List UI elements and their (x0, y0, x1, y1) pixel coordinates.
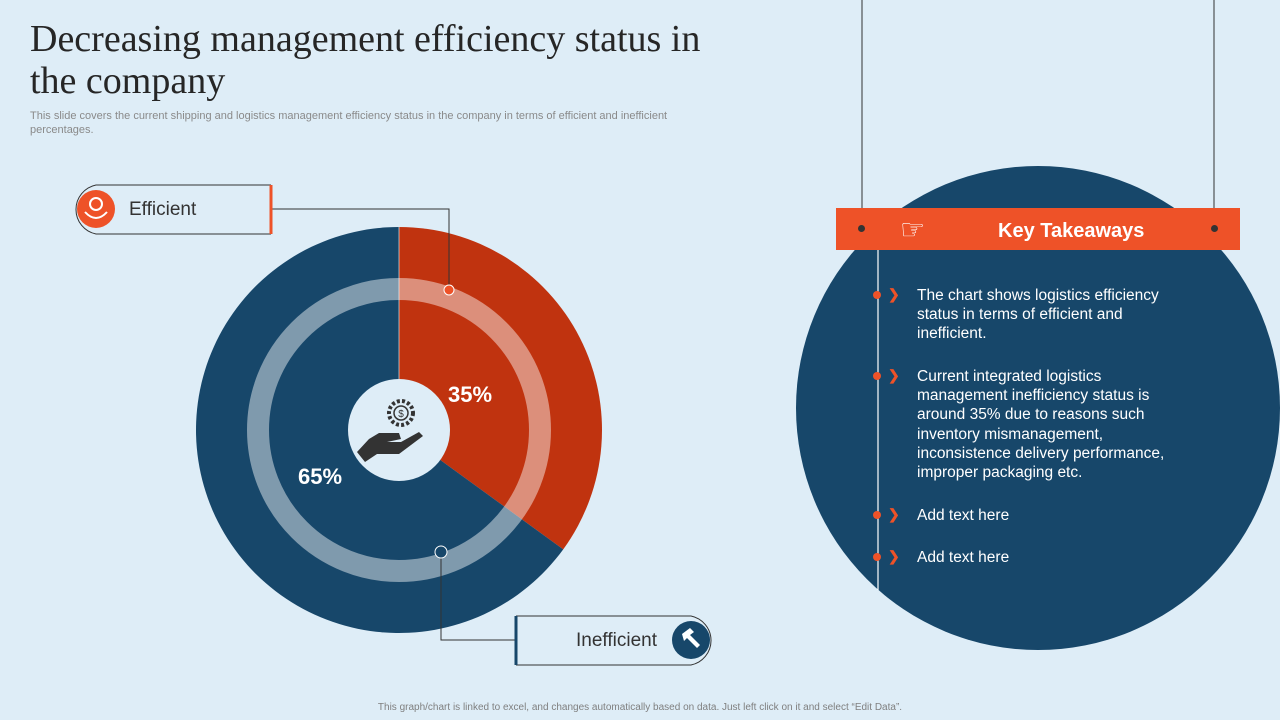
legend-inefficient-box (516, 615, 712, 666)
key-takeaways-heading: Key Takeaways (998, 220, 1145, 242)
efficient-connector (272, 208, 450, 290)
legend-label-efficient: Efficient (129, 199, 197, 220)
key-takeaways-banner: ☞ (836, 208, 1240, 250)
takeaway-item: Current integrated logistics management … (917, 368, 1165, 482)
data-label-inefficient: 65% (298, 464, 343, 489)
footer-note: This graph/chart is linked to excel, and… (377, 702, 903, 713)
chevron-icon: ❯ (888, 506, 900, 522)
bullet-dot (873, 291, 881, 299)
chevron-icon: ❯ (888, 548, 900, 564)
chevron-icon: ❯ (888, 367, 900, 383)
bullet-dot (873, 553, 881, 561)
takeaway-item: Add text here (917, 549, 1010, 566)
page-title: Decreasing management efficiency status … (30, 18, 701, 102)
takeaway-item: Add text here (917, 507, 1010, 524)
inefficient-marker (434, 545, 448, 559)
takeaway-item: The chart shows logistics efficiency sta… (917, 287, 1159, 343)
chevron-icon: ❯ (888, 286, 900, 302)
bullet-dot (873, 511, 881, 519)
bullet-dot (873, 372, 881, 380)
inefficient-connector (440, 552, 516, 641)
pie-slice-efficient[interactable] (399, 227, 603, 550)
legend-efficient-box (75, 184, 271, 235)
svg-text:$: $ (398, 409, 404, 420)
page-subtitle: This slide covers the current shipping a… (30, 110, 668, 136)
center-circle (348, 379, 450, 481)
takeaways-circle (796, 166, 1280, 650)
legend-label-inefficient: Inefficient (576, 630, 657, 651)
hand-dollar-icon: $ (357, 399, 423, 462)
pointing-hand-icon: ☞ (900, 214, 926, 245)
data-label-efficient: 35% (448, 382, 493, 407)
efficient-marker (443, 284, 455, 296)
